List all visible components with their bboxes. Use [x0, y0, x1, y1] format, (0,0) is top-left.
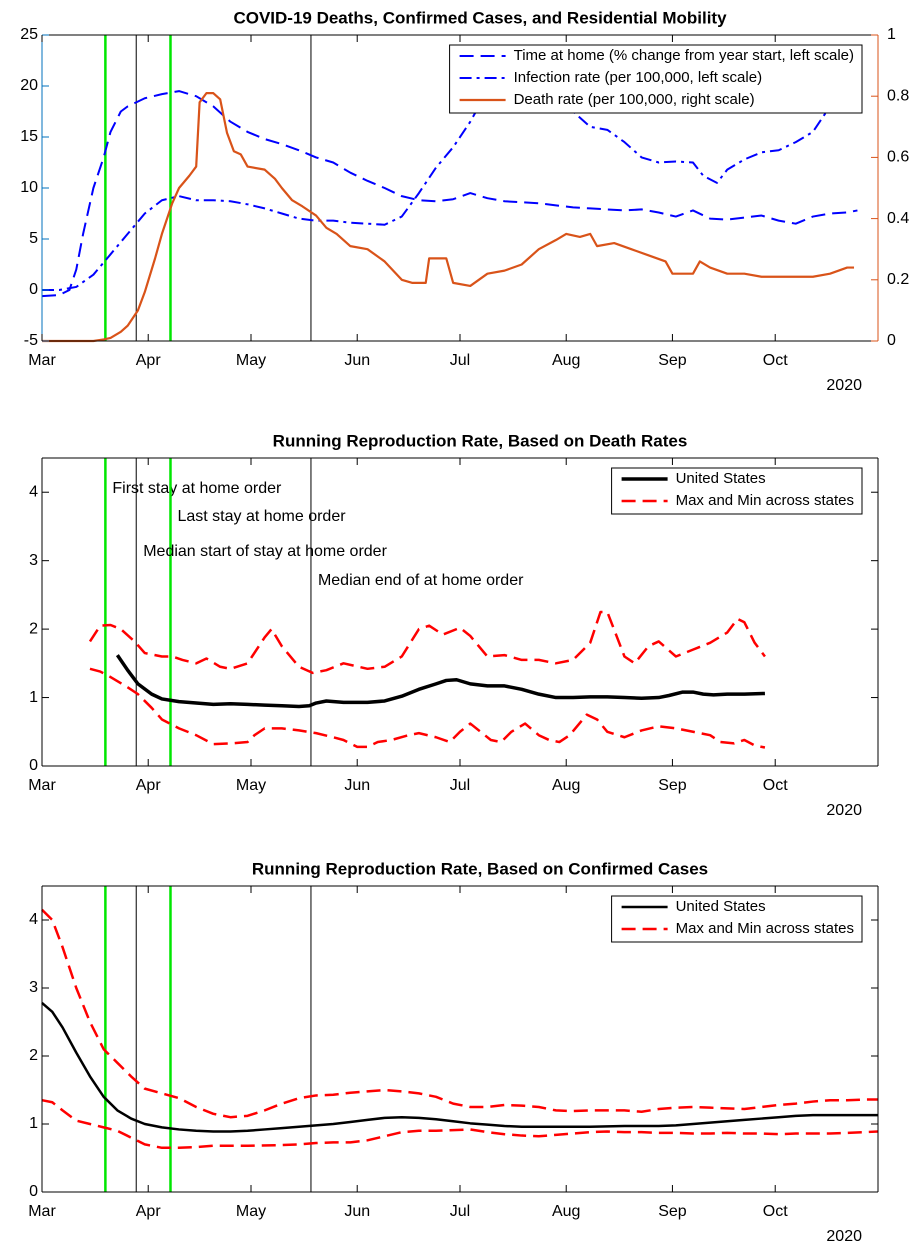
legend-box: [611, 467, 863, 515]
y2-tick-label: 1: [887, 26, 896, 43]
x-tick-label: Jul: [450, 777, 470, 794]
y2-tick-label: 0.4: [887, 210, 909, 227]
x-tick-label: May: [236, 1203, 266, 1220]
line-series: [88, 610, 766, 675]
legend-label: Time at home (% change from year start, …: [514, 47, 854, 64]
y-tick-label: 3: [29, 979, 38, 996]
x-year-label: 2020: [826, 802, 862, 819]
line-series: [41, 1002, 878, 1133]
x-tick-label: Jun: [344, 1203, 370, 1220]
legend-label: Max and Min across states: [676, 920, 854, 937]
annotation: Median start of stay at home order: [143, 543, 387, 560]
legend-label: United States: [676, 898, 766, 915]
x-tick-label: Apr: [136, 1203, 162, 1220]
legend: United States Max and Min across states: [611, 895, 863, 943]
y2-tick-label: 0: [887, 332, 896, 349]
line-series: [42, 92, 855, 343]
y-tick-label: 1: [29, 1115, 38, 1132]
chart: Running Reproduction Rate, Based on Conf…: [28, 859, 879, 1245]
legend-label: Death rate (per 100,000, right scale): [514, 91, 755, 108]
x-tick-label: Oct: [763, 777, 788, 794]
line-series: [41, 90, 858, 298]
line-series: [89, 667, 766, 749]
y-tick-label: 4: [29, 483, 38, 500]
legend-label: United States: [676, 470, 766, 487]
x-tick-label: Mar: [28, 1203, 56, 1220]
x-tick-label: May: [236, 777, 266, 794]
y-tick-label: 3: [29, 552, 38, 569]
chart-title: Running Reproduction Rate, Based on Deat…: [273, 431, 688, 450]
y-tick-label: 10: [20, 179, 38, 196]
legend: United States Max and Min across states: [611, 467, 863, 515]
x-tick-label: Jul: [450, 1203, 470, 1220]
x-year-label: 2020: [826, 1228, 862, 1245]
annotation: First stay at home order: [112, 480, 282, 497]
y-tick-label: 25: [20, 26, 38, 43]
legend: Time at home (% change from year start, …: [449, 44, 863, 114]
legend-box: [611, 895, 863, 943]
line-series: [115, 654, 765, 709]
y-tick-label: -5: [24, 332, 38, 349]
y2-tick-label: 0.6: [887, 149, 909, 166]
x-tick-label: Apr: [136, 777, 162, 794]
chart-title: COVID-19 Deaths, Confirmed Cases, and Re…: [233, 8, 727, 27]
x-tick-label: Jun: [344, 352, 370, 369]
chart: Running Reproduction Rate, Based on Deat…: [28, 431, 879, 819]
y2-tick-label: 0.8: [887, 87, 909, 104]
x-tick-label: Aug: [552, 1203, 580, 1220]
x-tick-label: Oct: [763, 1203, 788, 1220]
x-tick-label: Jul: [450, 352, 470, 369]
x-tick-label: Sep: [658, 352, 687, 369]
y-tick-label: 4: [29, 911, 38, 928]
y-tick-label: 2: [29, 620, 38, 637]
y-tick-label: 0: [29, 757, 38, 774]
x-year-label: 2020: [826, 377, 862, 394]
x-tick-label: Aug: [552, 777, 580, 794]
x-tick-label: Oct: [763, 352, 788, 369]
x-tick-label: May: [236, 352, 266, 369]
x-tick-label: Mar: [28, 352, 56, 369]
y-tick-label: 5: [29, 230, 38, 247]
y-tick-label: 15: [20, 128, 38, 145]
chart-title: Running Reproduction Rate, Based on Conf…: [252, 859, 708, 878]
line-series: [41, 908, 878, 1119]
x-tick-label: Jun: [344, 777, 370, 794]
legend-label: Infection rate (per 100,000, left scale): [514, 69, 762, 86]
x-tick-label: Apr: [136, 352, 162, 369]
chart: COVID-19 Deaths, Confirmed Cases, and Re…: [20, 8, 909, 394]
line-series: [41, 1098, 879, 1150]
y-tick-label: 1: [29, 689, 38, 706]
annotation: Median end of at home order: [318, 572, 524, 589]
x-tick-label: Sep: [658, 1203, 687, 1220]
x-tick-label: Sep: [658, 777, 687, 794]
y-tick-label: 0: [29, 281, 38, 298]
y-tick-label: 20: [20, 77, 38, 94]
legend-box: [449, 44, 863, 114]
x-tick-label: Aug: [552, 352, 580, 369]
y2-tick-label: 0.2: [887, 271, 909, 288]
y-tick-label: 0: [29, 1183, 38, 1200]
line-series: [42, 49, 845, 291]
y-tick-label: 2: [29, 1047, 38, 1064]
x-tick-label: Mar: [28, 777, 56, 794]
annotation: Last stay at home order: [177, 508, 346, 525]
legend-label: Max and Min across states: [676, 492, 854, 509]
